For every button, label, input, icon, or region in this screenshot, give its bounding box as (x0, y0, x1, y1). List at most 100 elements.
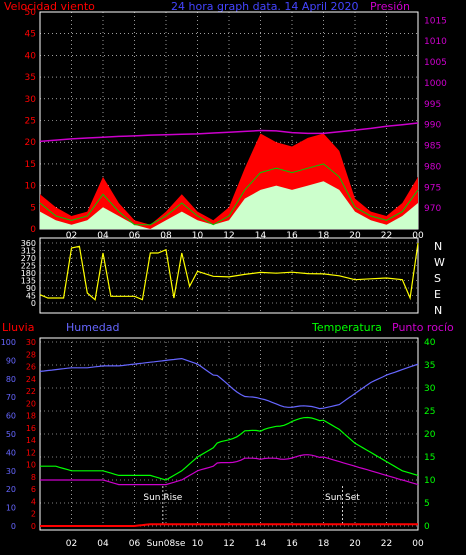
wind-mean-line (39, 163, 419, 226)
x-tick-label: 22 (381, 539, 392, 549)
humidity-line (39, 357, 419, 410)
x-tick-label: 20 (349, 231, 361, 241)
direction-y-tick-label: 180 (21, 269, 36, 278)
direction-y-tick-label: 315 (21, 247, 36, 256)
rain-y-tick-label: 24 (26, 375, 36, 384)
wind-average-area (40, 181, 418, 229)
pressure-y-tick-label: 970 (424, 204, 441, 214)
wind-y-tick-label: 35 (25, 73, 36, 83)
rain-humidity-temp-chart: 0510152025303540010203040506070809010002… (1, 338, 436, 549)
rain-y-tick-label: 26 (26, 363, 36, 372)
humidity-y-tick-label: 70 (6, 393, 16, 402)
rain-y-tick-label: 28 (26, 350, 36, 359)
humidity-y-tick-label: 90 (6, 356, 16, 365)
pressure-y-tick-label: 975 (424, 183, 441, 193)
x-tick-label: 14 (255, 539, 267, 549)
rain-line (40, 523, 418, 527)
wind-y-tick-label: 30 (25, 95, 37, 105)
humidity-y-tick-label: 100 (1, 338, 16, 347)
pressure-title: Presión (370, 0, 410, 13)
rain-y-tick-label: 16 (26, 424, 36, 433)
direction-y-tick-label: 270 (21, 254, 36, 263)
rain-y-tick-label: 8 (31, 473, 36, 482)
temperature-y-tick-label: 20 (424, 430, 436, 440)
wind-speed-title: Velocidad viento (4, 0, 95, 13)
x-tick-label: 22 (381, 231, 392, 241)
temperature-y-tick-label: 40 (424, 338, 436, 348)
pressure-y-tick-label: 995 (424, 100, 441, 110)
wind-y-tick-label: 20 (25, 138, 37, 148)
direction-y-tick-label: 90 (26, 284, 36, 293)
direction-y-tick-label: 360 (21, 239, 36, 248)
dewpoint-label: Punto rocío (392, 321, 454, 334)
x-tick-label: 06 (129, 539, 141, 549)
x-tick-label: 04 (97, 231, 109, 241)
pressure-y-tick-label: 990 (424, 121, 441, 131)
rain-y-tick-label: 20 (26, 399, 36, 408)
direction-y-tick-label: 0 (31, 299, 36, 308)
x-tick-label: 10 (192, 231, 204, 241)
x-tick-label: 18 (318, 231, 330, 241)
x-tick-label: 02 (66, 231, 77, 241)
temperature-y-tick-label: 10 (424, 476, 436, 486)
pressure-y-tick-label: 985 (424, 142, 441, 152)
humidity-y-tick-label: 30 (6, 467, 16, 476)
compass-label: N (434, 304, 442, 317)
rain-y-tick-label: 22 (26, 387, 36, 396)
temperature-y-tick-label: 15 (424, 453, 435, 463)
x-tick-label: 08 (160, 231, 172, 241)
rain-y-tick-label: 0 (31, 522, 36, 531)
rain-y-tick-label: 18 (26, 412, 36, 421)
temperature-y-tick-label: 35 (424, 361, 435, 371)
humidity-y-tick-label: 40 (6, 448, 16, 457)
x-tick-label: 02 (66, 539, 77, 549)
x-tick-label: 18 (318, 539, 330, 549)
pressure-y-tick-label: 1000 (424, 79, 447, 89)
x-tick-label: 14 (255, 231, 267, 241)
rain-y-tick-label: 4 (31, 497, 36, 506)
wind-y-tick-label: 0 (30, 225, 36, 235)
direction-y-tick-label: 45 (26, 292, 36, 301)
chart-title: 24 hora graph data. 14 April 2020 (171, 0, 359, 13)
temperature-y-tick-label: 0 (424, 522, 430, 532)
pressure-y-tick-label: 1015 (424, 16, 447, 26)
humidity-y-tick-label: 10 (6, 504, 16, 513)
humidity-y-tick-label: 20 (6, 485, 16, 494)
rain-label: Lluvia (2, 321, 34, 334)
humidity-y-tick-label: 0 (11, 522, 16, 531)
x-tick-label: 00 (412, 539, 424, 549)
x-tick-label: 16 (286, 231, 298, 241)
x-tick-label: 04 (97, 539, 109, 549)
x-tick-label: 06 (129, 231, 141, 241)
compass-label: N (434, 240, 442, 253)
x-tick-label: 12 (223, 539, 234, 549)
compass-label: S (434, 272, 441, 285)
pressure-y-tick-label: 1005 (424, 58, 447, 68)
humidity-y-tick-label: 50 (6, 430, 16, 439)
wind-y-tick-label: 15 (25, 160, 36, 170)
rain-y-tick-label: 12 (26, 448, 36, 457)
sun-event-label: Sun Set (325, 493, 360, 503)
temperature-line (40, 416, 419, 481)
pressure-line (39, 122, 419, 143)
rain-y-tick-label: 14 (26, 436, 36, 445)
x-tick-label: 16 (286, 539, 298, 549)
x-tick-label: Sun08se (147, 539, 186, 549)
temperature-y-tick-label: 25 (424, 407, 435, 417)
compass-label: W (434, 256, 445, 269)
x-tick-label: 00 (412, 231, 424, 241)
compass-label: E (434, 288, 441, 301)
temperature-y-tick-label: 30 (424, 384, 436, 394)
humidity-label: Humedad (66, 321, 119, 334)
wind-y-tick-label: 25 (25, 117, 36, 127)
wind-y-tick-label: 45 (25, 30, 36, 40)
wind-y-tick-label: 10 (25, 182, 37, 192)
x-tick-label: 10 (192, 539, 204, 549)
x-tick-label: 12 (223, 231, 234, 241)
wind-direction-line (39, 242, 419, 301)
humidity-y-tick-label: 80 (6, 375, 16, 384)
temperature-label: Temperatura (311, 321, 382, 334)
direction-y-tick-label: 225 (21, 262, 36, 271)
dewpoint-line (40, 454, 419, 486)
